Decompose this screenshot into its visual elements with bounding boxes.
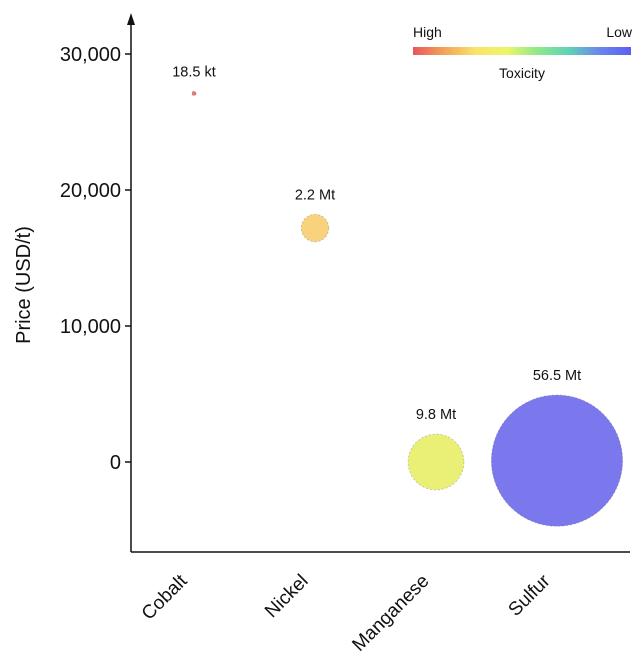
bubble-cobalt	[191, 90, 197, 97]
bubble-nickel	[300, 213, 330, 243]
y-axis-title: Price (USD/t)	[13, 226, 35, 344]
x-category-label: Sulfur	[505, 570, 555, 620]
y-axis: 0 10,000 20,000 30,000	[60, 13, 135, 552]
bubble-size-label-manganese: 9.8 Mt	[416, 407, 456, 423]
bubble-size-label-sulfur: 56.5 Mt	[533, 368, 581, 384]
legend-title: Toxicity	[499, 65, 545, 81]
x-category-label: Nickel	[261, 571, 312, 622]
y-tick-label: 30,000	[60, 44, 121, 66]
bubble-sulfur	[490, 394, 624, 527]
category-labels: Cobalt Nickel Manganese Sulfur	[138, 570, 555, 656]
bubble-labels: 18.5 kt 2.2 Mt 9.8 Mt 56.5 Mt	[172, 64, 581, 423]
x-category-label: Cobalt	[138, 570, 192, 624]
toxicity-legend: High Low Toxicity	[413, 24, 633, 81]
y-ticks: 0 10,000 20,000 30,000	[60, 44, 131, 474]
y-tick-label: 20,000	[60, 180, 121, 202]
y-tick-label: 10,000	[60, 316, 121, 338]
bubbles	[191, 90, 624, 527]
y-axis-arrow	[127, 13, 135, 25]
x-category-label: Manganese	[348, 571, 433, 656]
bubble-size-label-nickel: 2.2 Mt	[295, 187, 335, 203]
bubble-manganese	[407, 433, 465, 491]
legend-low-label: Low	[606, 24, 633, 40]
y-tick-label: 0	[110, 452, 121, 474]
bubble-size-label-cobalt: 18.5 kt	[172, 64, 216, 80]
legend-color-bar	[413, 47, 631, 55]
legend-high-label: High	[413, 24, 442, 40]
